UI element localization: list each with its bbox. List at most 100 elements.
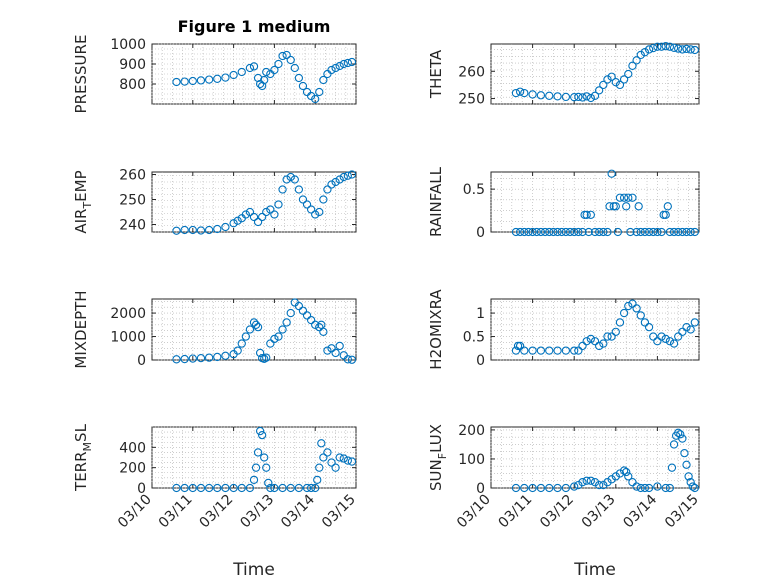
- data-point: [278, 483, 287, 493]
- data-point: [520, 227, 529, 237]
- panel-terr-msl: 0 200 400 03/10 03/11 03/12 03/13 03/14 03/15 TER…: [72, 423, 359, 580]
- data-point: [553, 483, 562, 493]
- y-axis-label: RAINFALL: [427, 166, 445, 237]
- data-point: [294, 301, 304, 311]
- data-point: [561, 483, 571, 493]
- data-point: [511, 346, 521, 355]
- data-point: [586, 210, 595, 220]
- data-point: [335, 175, 344, 184]
- data-point: [298, 81, 308, 91]
- data-point: [528, 90, 537, 99]
- y-axis-label: PRESSURE: [72, 35, 90, 114]
- y-tick-label: 200: [458, 423, 485, 439]
- data-point: [302, 311, 312, 320]
- data-point: [674, 44, 683, 53]
- data-point: [611, 327, 620, 336]
- x-tick-label: 03/15: [319, 492, 359, 532]
- data-point: [686, 325, 695, 334]
- data-point: [241, 210, 250, 219]
- data-point: [511, 227, 521, 237]
- data-point: [245, 325, 255, 334]
- x-tick-label: 03/10: [115, 492, 155, 532]
- data-point: [347, 170, 357, 179]
- data-point: [262, 353, 271, 362]
- data-point: [270, 483, 279, 493]
- y-tick-label: 1000: [110, 330, 146, 346]
- data-point: [327, 180, 336, 189]
- data-point: [245, 63, 255, 73]
- data-point: [233, 216, 242, 225]
- data-point: [661, 210, 670, 220]
- y-axis-label: SUNFLUX: [427, 424, 449, 491]
- data-point: [343, 456, 352, 465]
- data-point: [615, 193, 625, 202]
- data-point: [632, 304, 641, 313]
- data-point: [213, 224, 222, 234]
- data-point: [580, 210, 589, 220]
- data-point: [315, 87, 324, 97]
- data-point: [180, 225, 189, 235]
- data-point: [536, 483, 546, 493]
- data-point: [578, 478, 587, 487]
- data-point: [315, 323, 324, 332]
- panel-pressure: 800 900 1000 PRESSURE Figure 1 medium: [72, 17, 357, 114]
- data-point: [584, 227, 593, 237]
- data-point: [520, 88, 529, 98]
- data-point: [204, 225, 214, 235]
- data-point: [343, 355, 352, 364]
- y-tick-label: 0.5: [463, 182, 485, 198]
- data-point: [253, 448, 263, 457]
- data-point: [237, 483, 246, 493]
- data-point: [536, 91, 546, 100]
- data-point: [624, 301, 633, 311]
- data-point: [686, 478, 695, 487]
- data-point: [511, 483, 521, 493]
- data-point: [213, 74, 222, 83]
- data-point: [586, 93, 595, 103]
- x-tick-label: 03/14: [278, 491, 318, 531]
- series-markers: [172, 170, 357, 235]
- data-point: [302, 200, 312, 209]
- data-point: [196, 226, 206, 235]
- y-tick-label: 900: [119, 57, 146, 73]
- x-tick-label: 03/10: [454, 492, 494, 532]
- data-point: [249, 318, 259, 327]
- data-point: [669, 440, 679, 449]
- data-point: [657, 42, 666, 51]
- data-point: [306, 205, 316, 214]
- data-point: [188, 483, 197, 493]
- data-point: [313, 475, 322, 485]
- data-point: [258, 430, 267, 440]
- data-point: [204, 353, 214, 362]
- data-point: [524, 227, 533, 237]
- data-point: [221, 73, 230, 82]
- y-tick-label: 260: [119, 168, 146, 184]
- data-point: [306, 483, 316, 493]
- data-point: [180, 354, 189, 364]
- data-point: [553, 227, 562, 237]
- data-point: [628, 299, 637, 308]
- data-point: [249, 475, 259, 485]
- data-point: [229, 483, 238, 493]
- data-point: [172, 355, 181, 364]
- data-point: [678, 434, 687, 443]
- data-point: [632, 482, 641, 491]
- data-point: [528, 227, 537, 237]
- panel-sun-flux: 0 100 200 03/10 03/11 03/12 03/13 03/14 03/15 SUN…: [427, 423, 702, 580]
- data-point: [319, 195, 328, 204]
- data-point: [327, 65, 336, 75]
- data-point: [327, 344, 336, 353]
- data-point: [331, 63, 340, 73]
- x-axis-label: Time: [232, 560, 275, 580]
- data-point: [657, 332, 666, 341]
- data-point: [520, 483, 529, 493]
- data-point: [653, 227, 662, 237]
- data-point: [599, 227, 608, 237]
- data-point: [221, 483, 230, 493]
- data-point: [315, 463, 324, 472]
- data-point: [578, 227, 587, 237]
- data-point: [570, 93, 579, 102]
- y-tick-label: 0: [137, 353, 146, 369]
- y-tick-label: 0: [137, 481, 146, 497]
- data-point: [172, 226, 181, 235]
